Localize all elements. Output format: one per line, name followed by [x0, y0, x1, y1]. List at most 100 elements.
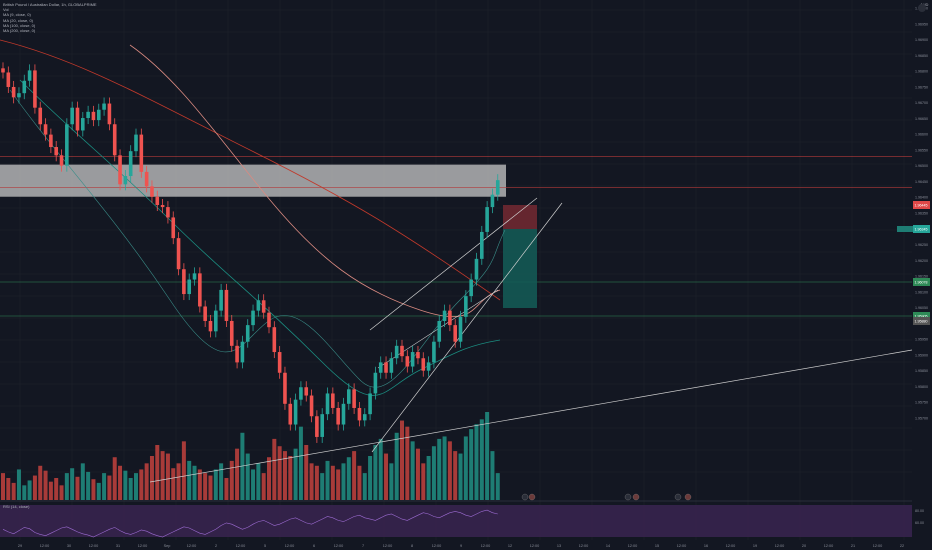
candle-body: [432, 341, 436, 363]
candle-body: [65, 124, 69, 166]
volume-bar: [410, 441, 415, 500]
volume-bar: [59, 485, 64, 500]
time-axis-label: 12:00: [775, 544, 785, 548]
current-price-tag: [897, 226, 913, 232]
volume-bar: [149, 456, 154, 500]
volume-bar: [86, 471, 91, 500]
time-axis-label: 12:00: [873, 544, 883, 548]
candle-body: [118, 155, 122, 185]
volume-bar: [346, 457, 351, 500]
ma-9-line: [9, 89, 506, 388]
volume-bar: [32, 475, 37, 500]
volume-bar: [16, 469, 21, 500]
volume-bar: [123, 470, 128, 500]
time-axis-label: 7: [362, 544, 364, 548]
volume-bar: [192, 465, 197, 500]
rsi-label: RSI (14, close): [3, 504, 30, 509]
time-axis-label: 12:00: [89, 544, 99, 548]
volume-bar: [463, 436, 468, 500]
volume-bar: [139, 469, 144, 500]
price-tag: [913, 201, 930, 209]
time-axis-label: 29: [18, 544, 22, 548]
time-axis-label: 31: [116, 544, 120, 548]
volume-bar: [277, 446, 282, 500]
price-axis-label: 1.96250: [915, 243, 928, 247]
volume-bar: [352, 451, 357, 500]
time-axis-label: 16: [704, 544, 708, 548]
time-axis-label: 12:00: [40, 544, 50, 548]
channel-lower-line: [371, 202, 563, 453]
price-tag-label: 1.96445: [915, 204, 928, 208]
candle-body: [288, 403, 293, 425]
volume-bar: [325, 460, 330, 500]
volume-bar: [400, 420, 404, 500]
rsi-band: [0, 505, 912, 537]
time-axis-label: 19: [753, 544, 757, 548]
candle-body: [86, 111, 90, 119]
candle-body: [480, 231, 484, 259]
candle-body: [33, 70, 37, 108]
candle-body: [421, 358, 426, 371]
event-marker-icon: [684, 493, 692, 501]
price-axis-label: 1.95850: [915, 369, 928, 373]
time-axis-label: 5: [264, 544, 266, 548]
event-marker-icon: [624, 493, 632, 501]
price-axis-label: 1.95950: [915, 338, 928, 342]
volume-bar: [320, 473, 325, 500]
candle-body: [378, 362, 383, 373]
candle-body: [70, 107, 74, 125]
ma-200-line: [0, 39, 501, 301]
volume-bar: [431, 446, 436, 500]
candle-body: [208, 320, 213, 332]
price-axis-label: 1.96800: [915, 70, 928, 74]
candle-body: [384, 362, 388, 373]
volume-bar: [176, 463, 181, 500]
volume-bar: [437, 438, 442, 500]
volume-bar: [64, 473, 69, 500]
candle-body: [171, 217, 176, 239]
time-axis-label: 12:00: [432, 544, 442, 548]
price-tag: [913, 317, 930, 325]
candle-body: [128, 151, 133, 177]
volume-bar: [155, 445, 160, 500]
volume-bar: [458, 453, 463, 500]
price-axis-label: 1.96100: [915, 290, 928, 294]
candle-body: [245, 325, 250, 342]
price-tag-label: 1.95880: [915, 320, 928, 324]
volume-bar: [144, 463, 149, 500]
candle-body: [304, 387, 309, 396]
candle-body: [485, 207, 489, 232]
volume-bar: [389, 463, 394, 500]
candle-body: [192, 273, 197, 280]
price-axis-label: 1.96200: [915, 259, 928, 263]
candle-body: [458, 316, 463, 342]
volume-bar: [240, 432, 245, 500]
legend-vol: Vol: [3, 7, 9, 13]
chart-settings-icon[interactable]: [918, 4, 926, 12]
volume-bar: [22, 485, 27, 500]
volume-bar: [261, 473, 266, 500]
volume-bar: [267, 457, 271, 500]
price-axis-label: 1.95900: [915, 353, 928, 357]
time-axis-label: 12:00: [628, 544, 638, 548]
volume-bar: [495, 473, 500, 500]
volume-bar: [213, 469, 218, 500]
candle-body: [214, 310, 218, 332]
volume-bar: [421, 463, 426, 500]
volume-bar: [479, 419, 484, 500]
volume-bar: [256, 463, 261, 500]
volume-bar: [235, 448, 240, 500]
candle-body: [22, 80, 27, 94]
volume-bar: [112, 457, 117, 500]
price-axis-label: 1.96850: [915, 54, 928, 58]
time-axis-label: 12:00: [383, 544, 393, 548]
candle-body: [267, 312, 271, 328]
volume-bar: [384, 453, 389, 500]
time-axis-label: 12:00: [530, 544, 540, 548]
volume-bar: [453, 451, 458, 500]
volume-bar: [54, 478, 59, 500]
candle-body: [182, 269, 186, 295]
candle-body: [91, 111, 96, 121]
candle-body: [54, 147, 58, 156]
